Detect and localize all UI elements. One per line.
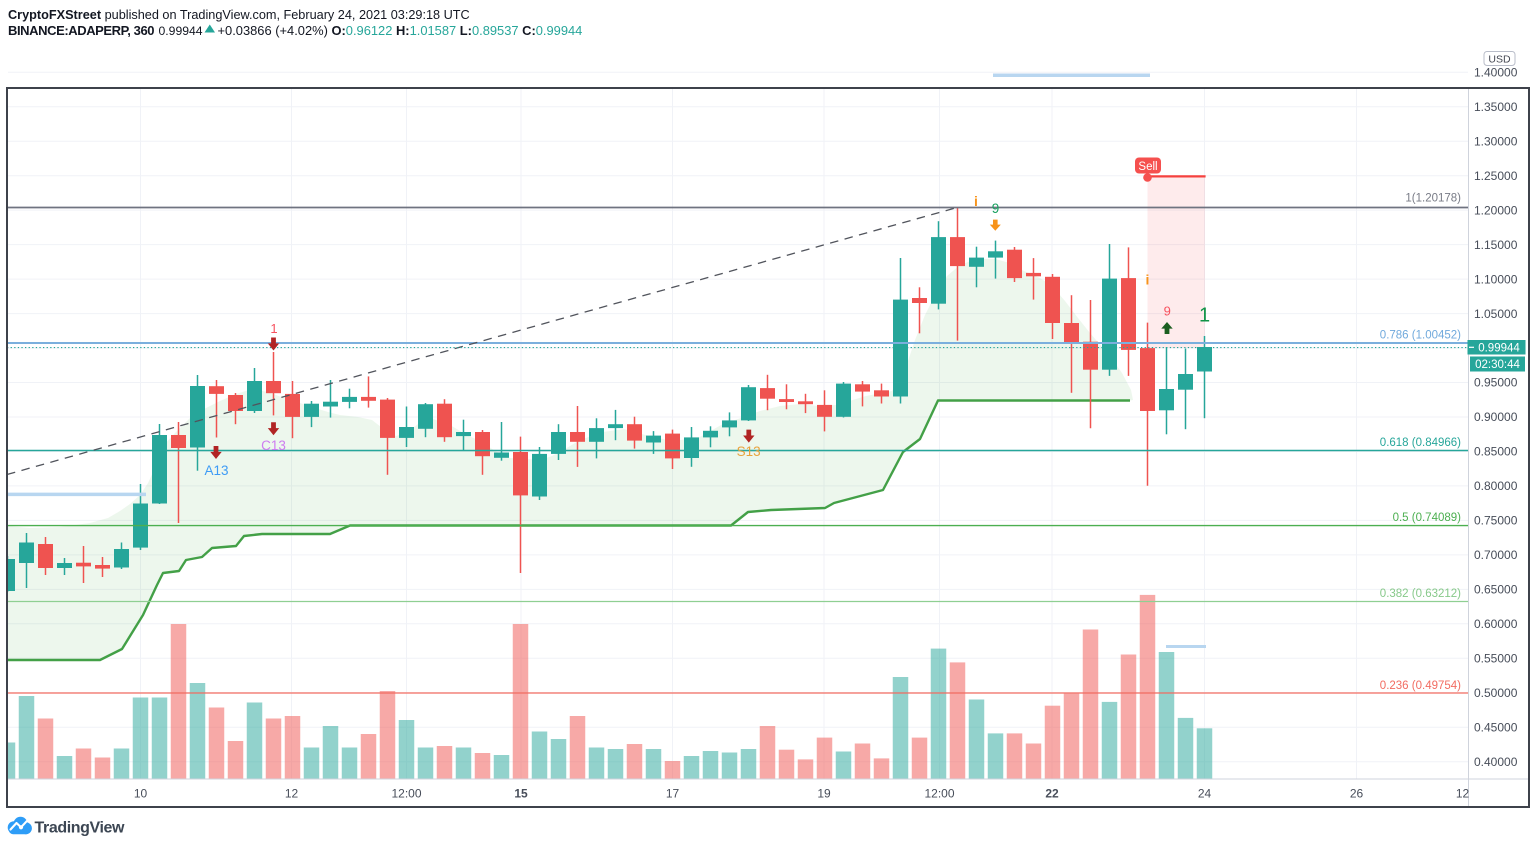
svg-text:12: 12 xyxy=(1456,787,1470,801)
svg-text:1.15000: 1.15000 xyxy=(1474,238,1518,252)
svg-text:12:00: 12:00 xyxy=(924,787,954,801)
svg-text:0.236 (0.49754): 0.236 (0.49754) xyxy=(1380,680,1461,692)
svg-text:Sell: Sell xyxy=(1138,161,1157,173)
svg-text:12: 12 xyxy=(285,787,299,801)
svg-text:0.55000: 0.55000 xyxy=(1474,652,1518,666)
svg-text:0.618 (0.84966): 0.618 (0.84966) xyxy=(1380,437,1461,449)
svg-text:0.85000: 0.85000 xyxy=(1474,445,1518,459)
svg-text:0.95000: 0.95000 xyxy=(1474,376,1518,390)
svg-text:0.60000: 0.60000 xyxy=(1474,617,1518,631)
svg-text:0.786 (1.00452): 0.786 (1.00452) xyxy=(1380,330,1461,342)
svg-text:1: 1 xyxy=(1199,305,1210,327)
svg-text:24: 24 xyxy=(1198,787,1212,801)
svg-text:BINANCE:ADAPERP, 360: BINANCE:ADAPERP, 360 xyxy=(8,23,155,38)
svg-text:S13: S13 xyxy=(737,444,761,459)
svg-text:0.65000: 0.65000 xyxy=(1474,583,1518,597)
svg-text:USD: USD xyxy=(1488,54,1511,66)
svg-text:0.70000: 0.70000 xyxy=(1474,548,1518,562)
svg-text:0.75000: 0.75000 xyxy=(1474,514,1518,528)
svg-text:22: 22 xyxy=(1045,787,1059,801)
svg-text:10: 10 xyxy=(134,787,148,801)
svg-text:1(1.20178): 1(1.20178) xyxy=(1405,193,1461,205)
svg-text:17: 17 xyxy=(666,787,680,801)
svg-text:+0.03866 (+4.02%) O:0.96122 H:: +0.03866 (+4.02%) O:0.96122 H:1.01587 L:… xyxy=(218,23,583,38)
svg-text:0.5 (0.74089): 0.5 (0.74089) xyxy=(1393,512,1462,524)
svg-text:0.80000: 0.80000 xyxy=(1474,479,1518,493)
svg-text:1.25000: 1.25000 xyxy=(1474,169,1518,183)
svg-text:0.99944: 0.99944 xyxy=(1478,343,1520,355)
svg-text:TradingView: TradingView xyxy=(35,820,126,837)
svg-text:1.20000: 1.20000 xyxy=(1474,203,1518,217)
svg-text:C13: C13 xyxy=(261,438,286,453)
svg-text:i: i xyxy=(1146,272,1150,288)
svg-text:9: 9 xyxy=(1164,304,1171,319)
svg-text:02:30:44: 02:30:44 xyxy=(1475,359,1520,371)
svg-text:26: 26 xyxy=(1350,787,1364,801)
svg-text:0.99944: 0.99944 xyxy=(159,24,203,38)
svg-text:19: 19 xyxy=(817,787,831,801)
svg-text:0.50000: 0.50000 xyxy=(1474,686,1518,700)
svg-text:1.10000: 1.10000 xyxy=(1474,272,1518,286)
svg-text:1.05000: 1.05000 xyxy=(1474,307,1518,321)
svg-text:i: i xyxy=(974,193,978,209)
svg-text:1.30000: 1.30000 xyxy=(1474,134,1518,148)
svg-text:12:00: 12:00 xyxy=(391,787,421,801)
svg-text:A13: A13 xyxy=(204,463,228,478)
svg-text:9: 9 xyxy=(992,201,1000,216)
svg-text:1.35000: 1.35000 xyxy=(1474,100,1518,114)
svg-text:0.45000: 0.45000 xyxy=(1474,721,1518,735)
svg-text:15: 15 xyxy=(514,787,528,801)
svg-text:0.90000: 0.90000 xyxy=(1474,410,1518,424)
svg-text:1.40000: 1.40000 xyxy=(1474,66,1518,80)
svg-text:0.382 (0.63212): 0.382 (0.63212) xyxy=(1380,588,1461,600)
svg-text:1: 1 xyxy=(270,321,277,336)
svg-text:0.40000: 0.40000 xyxy=(1474,755,1518,769)
svg-text:CryptoFXStreet published on Tr: CryptoFXStreet published on TradingView.… xyxy=(8,8,470,22)
